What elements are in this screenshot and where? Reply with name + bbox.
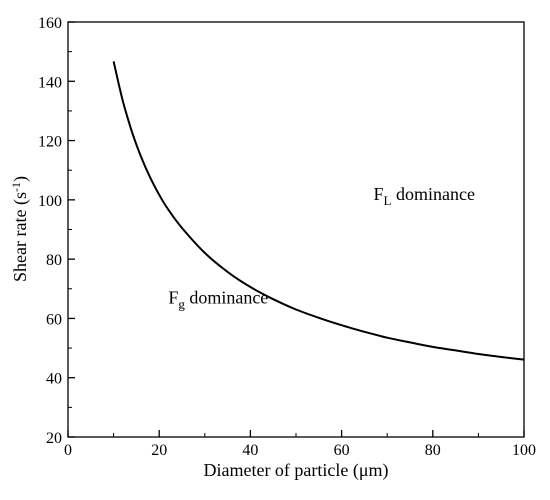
y-axis-label: Shear rate (s-1) xyxy=(9,176,31,282)
region-annotation: FL dominance xyxy=(374,184,475,208)
x-tick-label: 40 xyxy=(242,442,258,459)
x-tick-label: 60 xyxy=(334,442,350,459)
x-tick-label: 80 xyxy=(425,442,441,459)
x-tick-label: 100 xyxy=(512,442,536,459)
plot-frame xyxy=(67,21,525,438)
y-tick-label: 20 xyxy=(46,430,62,447)
y-axis-ticks: 20 40 60 80 100 120 140 160 xyxy=(38,15,75,447)
region-annotation: Fg dominance xyxy=(168,288,268,312)
x-axis-label: Diameter of particle (μm) xyxy=(203,460,388,481)
x-tick-label: 0 xyxy=(64,442,72,459)
y-tick-label: 60 xyxy=(46,311,62,328)
y-tick-label: 120 xyxy=(38,134,62,151)
x-tick-label: 20 xyxy=(151,442,167,459)
annotations: FL dominance Fg dominance xyxy=(168,184,475,312)
y-tick-label: 40 xyxy=(46,371,62,388)
y-tick-label: 100 xyxy=(38,193,62,210)
y-tick-label: 80 xyxy=(46,252,62,269)
y-tick-label: 140 xyxy=(38,74,62,91)
y-tick-label: 160 xyxy=(38,15,62,32)
series-line xyxy=(112,61,525,361)
x-axis-ticks: 0 20 40 60 80 100 xyxy=(64,430,536,459)
